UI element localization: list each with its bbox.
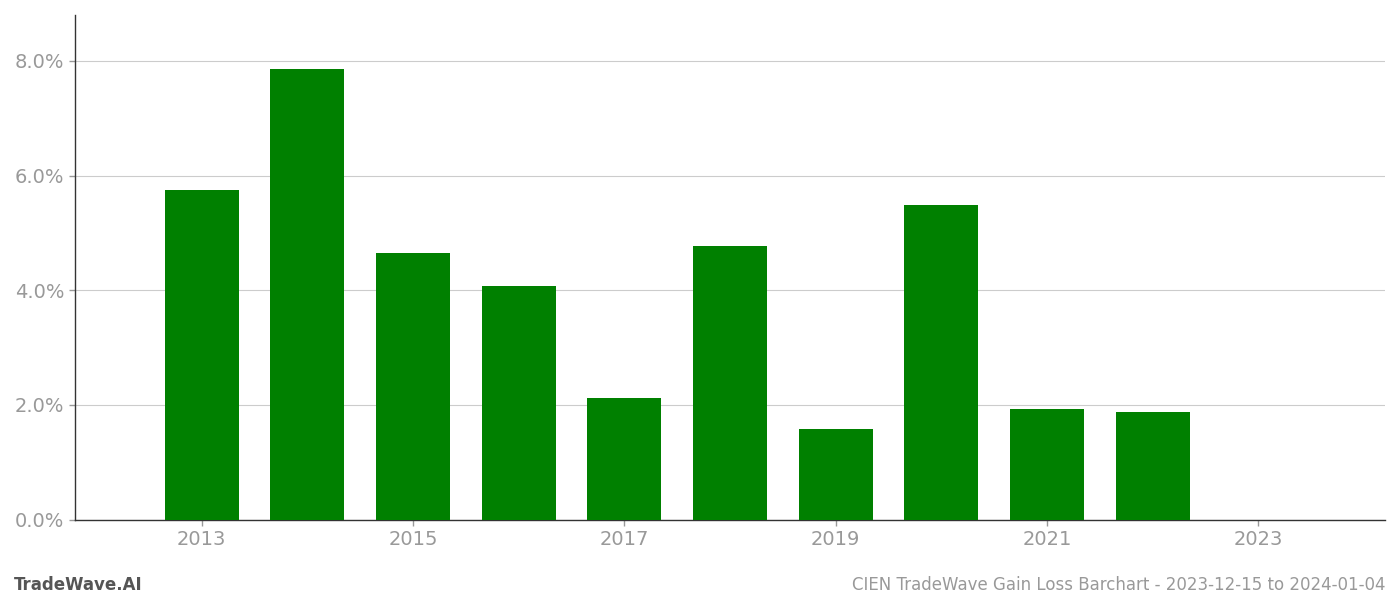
Bar xyxy=(482,286,556,520)
Bar xyxy=(1009,409,1084,520)
Bar xyxy=(270,70,344,520)
Text: TradeWave.AI: TradeWave.AI xyxy=(14,576,143,594)
Text: CIEN TradeWave Gain Loss Barchart - 2023-12-15 to 2024-01-04: CIEN TradeWave Gain Loss Barchart - 2023… xyxy=(853,576,1386,594)
Bar xyxy=(588,398,661,520)
Bar xyxy=(904,205,979,520)
Bar xyxy=(798,429,872,520)
Bar xyxy=(693,246,767,520)
Bar xyxy=(165,190,238,520)
Bar xyxy=(1116,412,1190,520)
Bar xyxy=(377,253,449,520)
